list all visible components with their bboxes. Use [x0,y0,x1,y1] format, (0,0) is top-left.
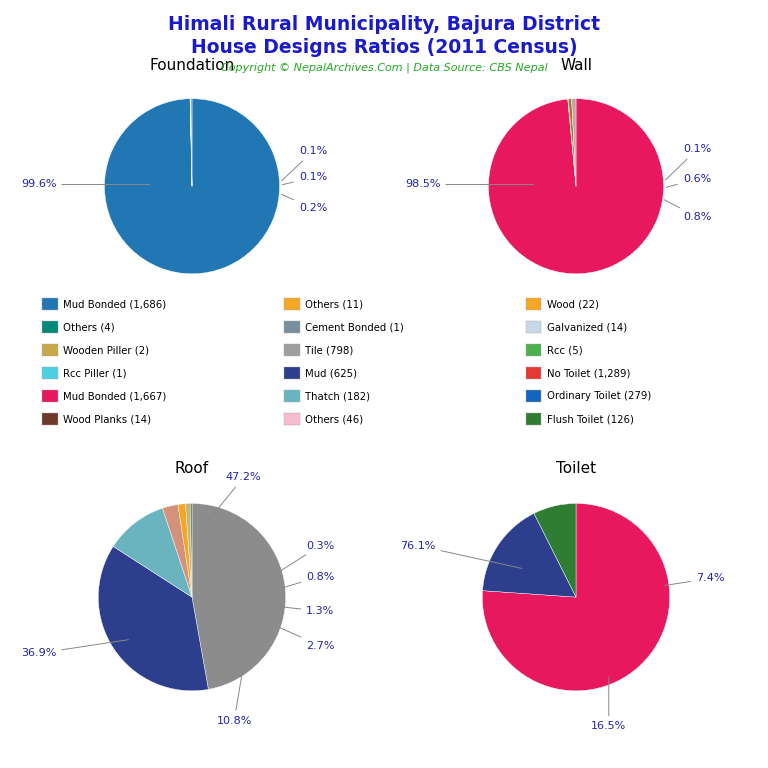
Text: House Designs Ratios (2011 Census): House Designs Ratios (2011 Census) [190,38,578,58]
Text: Mud (625): Mud (625) [305,368,357,379]
Text: Others (4): Others (4) [63,322,114,333]
Text: 76.1%: 76.1% [400,541,521,568]
Text: 0.1%: 0.1% [666,144,711,180]
Text: Others (46): Others (46) [305,414,363,425]
Text: Tile (798): Tile (798) [305,345,353,356]
Wedge shape [178,504,192,598]
Text: Wood (22): Wood (22) [547,299,599,310]
Text: Himali Rural Municipality, Bajura District: Himali Rural Municipality, Bajura Distri… [168,15,600,35]
Text: Flush Toilet (126): Flush Toilet (126) [547,414,634,425]
Wedge shape [113,508,192,598]
Wedge shape [163,505,192,598]
Title: Roof: Roof [175,461,209,476]
Title: Foundation: Foundation [149,58,235,73]
Text: 0.1%: 0.1% [283,173,327,185]
Text: Rcc Piller (1): Rcc Piller (1) [63,368,127,379]
Wedge shape [104,99,280,274]
Text: Thatch (182): Thatch (182) [305,391,370,402]
Text: Wood Planks (14): Wood Planks (14) [63,414,151,425]
Wedge shape [190,99,192,187]
Text: Wooden Piller (2): Wooden Piller (2) [63,345,149,356]
Text: Mud Bonded (1,686): Mud Bonded (1,686) [63,299,166,310]
Text: Rcc (5): Rcc (5) [547,345,583,356]
Text: Galvanized (14): Galvanized (14) [547,322,627,333]
Text: 0.8%: 0.8% [664,200,711,222]
Wedge shape [186,504,192,598]
Text: Others (11): Others (11) [305,299,363,310]
Wedge shape [190,99,192,187]
Wedge shape [568,99,576,187]
Text: No Toilet (1,289): No Toilet (1,289) [547,368,631,379]
Text: Mud Bonded (1,667): Mud Bonded (1,667) [63,391,167,402]
Text: 0.1%: 0.1% [282,146,327,180]
Text: 2.7%: 2.7% [277,627,335,650]
Text: 16.5%: 16.5% [591,677,627,731]
Wedge shape [534,504,576,598]
Text: 10.8%: 10.8% [217,667,252,726]
Text: 98.5%: 98.5% [405,180,534,190]
Title: Wall: Wall [560,58,592,73]
Text: Copyright © NepalArchives.Com | Data Source: CBS Nepal: Copyright © NepalArchives.Com | Data Sou… [220,63,548,74]
Wedge shape [568,99,576,187]
Wedge shape [192,504,286,690]
Wedge shape [190,504,192,598]
Text: 36.9%: 36.9% [21,640,128,658]
Text: 0.8%: 0.8% [279,571,335,589]
Text: 99.6%: 99.6% [21,180,150,190]
Text: 0.3%: 0.3% [274,541,335,575]
Wedge shape [482,513,576,598]
Text: 7.4%: 7.4% [665,574,724,585]
Wedge shape [190,99,192,187]
Text: 0.2%: 0.2% [281,194,327,214]
Text: 0.6%: 0.6% [666,174,711,187]
Text: 47.2%: 47.2% [205,472,261,525]
Wedge shape [488,99,664,273]
Title: Toilet: Toilet [556,461,596,476]
Text: 1.3%: 1.3% [281,606,335,616]
Wedge shape [571,99,576,187]
Wedge shape [482,504,670,690]
Wedge shape [98,546,208,690]
Text: Ordinary Toilet (279): Ordinary Toilet (279) [547,391,651,402]
Text: Cement Bonded (1): Cement Bonded (1) [305,322,404,333]
